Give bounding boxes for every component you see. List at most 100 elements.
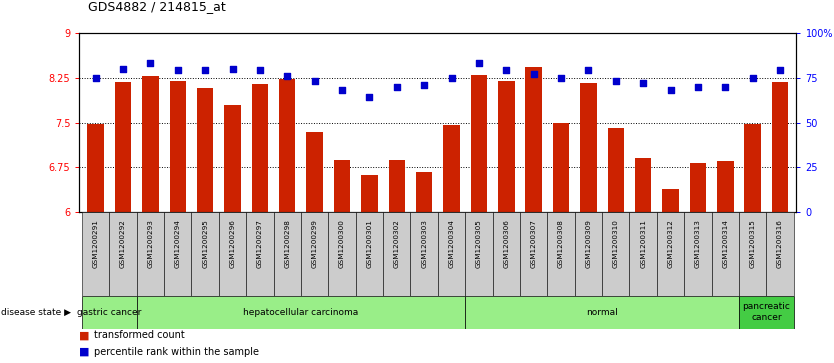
Point — [691, 84, 705, 90]
Point — [472, 60, 485, 66]
Text: GSM1200299: GSM1200299 — [312, 219, 318, 268]
Text: GSM1200301: GSM1200301 — [366, 219, 373, 268]
Text: GSM1200306: GSM1200306 — [503, 219, 510, 268]
Bar — [274, 212, 301, 296]
Bar — [547, 212, 575, 296]
Text: GSM1200310: GSM1200310 — [613, 219, 619, 268]
Point — [609, 78, 622, 84]
Bar — [301, 212, 329, 296]
Bar — [745, 124, 761, 212]
Point — [280, 73, 294, 79]
Text: normal: normal — [586, 308, 618, 317]
Text: ■: ■ — [79, 330, 90, 340]
Bar — [438, 212, 465, 296]
Point — [719, 84, 732, 90]
Point — [89, 75, 103, 81]
Point — [555, 75, 568, 81]
Bar — [739, 296, 794, 329]
Bar — [192, 212, 219, 296]
Bar — [465, 212, 493, 296]
Text: GSM1200308: GSM1200308 — [558, 219, 564, 268]
Point — [636, 80, 650, 86]
Text: GSM1200297: GSM1200297 — [257, 219, 263, 268]
Text: GDS4882 / 214815_at: GDS4882 / 214815_at — [88, 0, 225, 13]
Bar — [383, 212, 410, 296]
Bar — [389, 160, 405, 212]
Bar — [608, 128, 624, 212]
Text: ■: ■ — [79, 347, 90, 356]
Point — [527, 71, 540, 77]
Text: percentile rank within the sample: percentile rank within the sample — [94, 347, 259, 356]
Bar — [334, 160, 350, 212]
Text: hepatocellular carcinoma: hepatocellular carcinoma — [244, 308, 359, 317]
Bar — [771, 82, 788, 212]
Point — [226, 66, 239, 72]
Bar — [410, 212, 438, 296]
Bar — [329, 212, 356, 296]
Point — [445, 75, 458, 81]
Text: GSM1200305: GSM1200305 — [476, 219, 482, 268]
Bar — [252, 83, 268, 212]
Text: GSM1200314: GSM1200314 — [722, 219, 728, 268]
Bar — [82, 296, 137, 329]
Point — [171, 68, 184, 73]
Bar — [142, 76, 158, 212]
Bar — [690, 163, 706, 212]
Bar — [219, 212, 246, 296]
Text: GSM1200302: GSM1200302 — [394, 219, 399, 268]
Point — [390, 84, 404, 90]
Point — [500, 68, 513, 73]
Bar — [197, 88, 214, 212]
Bar — [356, 212, 383, 296]
Bar — [657, 212, 684, 296]
Bar — [115, 82, 131, 212]
Point — [117, 66, 130, 72]
Point — [254, 68, 267, 73]
Bar — [553, 123, 570, 212]
Bar — [416, 172, 432, 212]
Bar — [444, 125, 460, 212]
Text: GSM1200295: GSM1200295 — [202, 219, 208, 268]
Point — [143, 60, 157, 66]
Bar — [662, 189, 679, 212]
Bar — [137, 212, 164, 296]
Bar — [602, 212, 630, 296]
Bar — [525, 68, 542, 212]
Bar — [739, 212, 766, 296]
Text: GSM1200292: GSM1200292 — [120, 219, 126, 268]
Point — [418, 82, 431, 88]
Text: GSM1200303: GSM1200303 — [421, 219, 427, 268]
Text: GSM1200307: GSM1200307 — [530, 219, 536, 268]
Bar — [224, 105, 241, 212]
Bar — [575, 212, 602, 296]
Point — [773, 68, 786, 73]
Text: gastric cancer: gastric cancer — [78, 308, 142, 317]
Point — [664, 87, 677, 93]
Text: pancreatic
cancer: pancreatic cancer — [742, 302, 791, 322]
Point — [746, 75, 759, 81]
Bar — [361, 175, 378, 212]
Text: GSM1200311: GSM1200311 — [641, 219, 646, 268]
Bar — [246, 212, 274, 296]
Bar — [279, 79, 295, 212]
Bar — [465, 296, 739, 329]
Text: GSM1200312: GSM1200312 — [667, 219, 674, 268]
Text: GSM1200298: GSM1200298 — [284, 219, 290, 268]
Bar — [493, 212, 520, 296]
Bar — [169, 81, 186, 212]
Bar — [684, 212, 711, 296]
Point — [363, 94, 376, 100]
Bar — [498, 81, 515, 212]
Bar — [766, 212, 794, 296]
Text: transformed count: transformed count — [94, 330, 185, 340]
Text: GSM1200316: GSM1200316 — [777, 219, 783, 268]
Text: GSM1200309: GSM1200309 — [585, 219, 591, 268]
Bar — [717, 162, 734, 212]
Point — [335, 87, 349, 93]
Bar — [109, 212, 137, 296]
Text: GSM1200296: GSM1200296 — [229, 219, 235, 268]
Bar — [306, 132, 323, 212]
Bar — [580, 83, 596, 212]
Text: disease state ▶: disease state ▶ — [1, 308, 71, 317]
Text: GSM1200313: GSM1200313 — [695, 219, 701, 268]
